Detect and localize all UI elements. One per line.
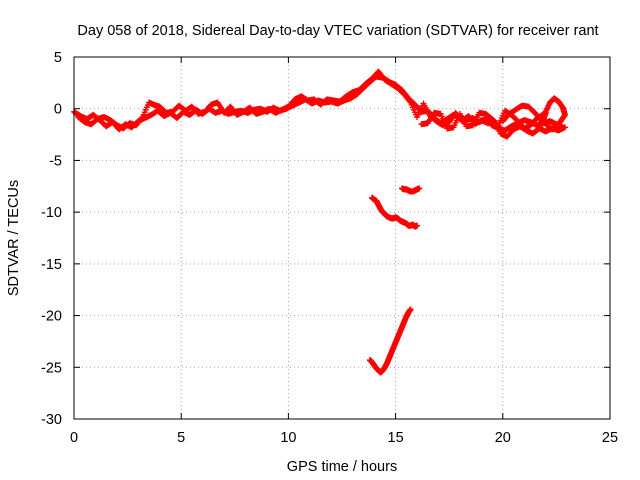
x-tick-label: 20 xyxy=(495,430,511,446)
x-tick-label: 15 xyxy=(388,430,404,446)
chart-title: Day 058 of 2018, Sidereal Day-to-day VTE… xyxy=(77,23,598,39)
data-point xyxy=(418,121,425,128)
y-tick-label: -15 xyxy=(41,257,62,273)
data-point xyxy=(414,222,421,229)
y-tick-label: -25 xyxy=(41,360,62,376)
y-tick-label: -20 xyxy=(41,309,62,325)
series-lower-rising-segment xyxy=(366,306,414,376)
data-point xyxy=(416,185,423,192)
series-main-band-c xyxy=(418,95,568,133)
series-short-upper-segment xyxy=(399,185,423,195)
y-tick-label: -30 xyxy=(41,412,62,428)
y-axis: -30 -25 -20 -15 -10 -5 0 5 xyxy=(41,50,610,428)
y-tick-label: 5 xyxy=(54,50,62,66)
x-axis-label: GPS time / hours xyxy=(287,459,397,475)
plot-frame xyxy=(73,56,611,420)
y-axis-label: SDTVAR / TECUs xyxy=(6,180,22,296)
series-upper-arc-segment xyxy=(369,194,421,230)
x-tick-label: 5 xyxy=(177,430,185,446)
plot-points xyxy=(71,68,568,376)
data-point xyxy=(561,124,568,131)
x-axis: 0 5 10 15 20 25 xyxy=(70,57,618,446)
x-tick-label: 25 xyxy=(602,430,618,446)
y-tick-label: -10 xyxy=(41,205,62,221)
y-tick-label: -5 xyxy=(49,153,62,169)
y-tick-label: 0 xyxy=(54,102,62,118)
data-point xyxy=(407,306,414,313)
x-tick-label: 10 xyxy=(280,430,296,446)
x-tick-label: 0 xyxy=(70,430,78,446)
